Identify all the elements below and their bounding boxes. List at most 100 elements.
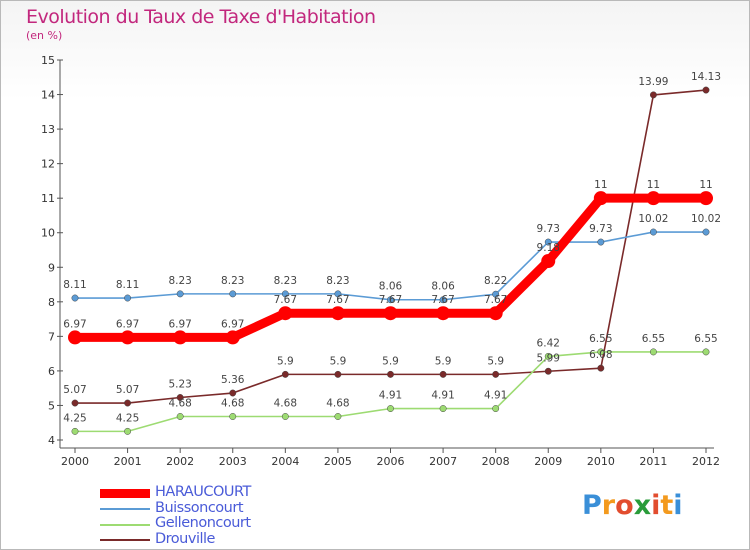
data-point — [334, 290, 342, 298]
data-label: 4.68 — [221, 398, 244, 410]
data-label: 4.68 — [274, 398, 297, 410]
data-label: 10.02 — [691, 213, 721, 225]
data-label: 5.9 — [382, 355, 399, 367]
chart-title: Evolution du Taux de Taxe d'Habitation — [26, 6, 376, 28]
data-label: 8.06 — [379, 281, 403, 293]
y-tick-label: 15 — [41, 54, 55, 67]
data-point — [702, 86, 710, 94]
data-label: 6.97 — [63, 318, 86, 330]
data-point — [71, 427, 79, 435]
data-label: 5.9 — [435, 355, 452, 367]
data-point — [334, 370, 342, 378]
data-point — [176, 394, 184, 401]
data-point — [281, 370, 289, 378]
data-label: 4.25 — [63, 412, 86, 424]
data-point — [544, 238, 552, 246]
data-label: 6.55 — [694, 333, 717, 345]
chart-subtitle: (en %) — [26, 29, 63, 42]
data-label: 4.91 — [484, 390, 507, 402]
data-point — [439, 296, 447, 304]
proxiti-logo: Proxiti — [582, 490, 683, 521]
x-tick-label: 2004 — [271, 455, 299, 468]
data-point — [176, 413, 184, 420]
legend-swatch — [100, 508, 150, 511]
data-label: 9.73 — [537, 223, 560, 235]
data-point — [281, 290, 289, 298]
data-point — [436, 306, 451, 321]
data-point — [173, 330, 188, 345]
data-point — [71, 294, 79, 302]
data-label: 5.9 — [330, 355, 347, 367]
data-point — [597, 238, 605, 246]
data-point — [71, 399, 79, 407]
data-point — [229, 413, 237, 420]
data-point — [278, 306, 293, 321]
data-point — [383, 306, 398, 321]
data-point — [68, 330, 82, 345]
x-tick-label: 2001 — [114, 455, 142, 468]
data-point — [229, 389, 237, 397]
data-label: 4.68 — [326, 398, 349, 410]
data-point — [120, 330, 135, 345]
data-label: 9.18 — [537, 242, 560, 254]
data-label: 6.97 — [116, 318, 139, 330]
data-point — [646, 191, 661, 206]
data-label: 8.06 — [431, 281, 455, 293]
data-label: 6.08 — [589, 349, 612, 361]
data-label: 5.23 — [168, 379, 191, 391]
data-label: 5.07 — [63, 384, 86, 396]
data-label: 8.23 — [168, 275, 191, 287]
data-label: 5.99 — [537, 352, 560, 364]
data-point — [544, 367, 552, 375]
y-tick-label: 8 — [48, 296, 55, 309]
data-point — [439, 370, 447, 378]
data-label: 6.97 — [168, 318, 191, 330]
logo-letter: o — [615, 490, 634, 521]
data-label: 8.11 — [116, 279, 139, 291]
data-label: 7.67 — [326, 294, 349, 306]
data-point — [124, 427, 132, 435]
data-point — [439, 405, 447, 413]
data-label: 8.23 — [326, 275, 349, 287]
data-point — [544, 352, 552, 360]
data-point — [492, 405, 500, 413]
data-point — [649, 91, 657, 99]
y-tick-label: 14 — [41, 89, 55, 102]
data-label: 6.55 — [589, 333, 612, 345]
y-tick-label: 5 — [48, 399, 55, 412]
y-tick-label: 11 — [41, 192, 55, 205]
data-point — [699, 191, 713, 206]
data-point — [225, 330, 240, 345]
data-point — [281, 413, 289, 420]
data-point — [649, 348, 657, 356]
y-tick-label: 4 — [48, 434, 55, 447]
data-label: 6.55 — [642, 333, 665, 345]
x-tick-label: 2009 — [534, 455, 562, 468]
x-tick-label: 2011 — [639, 455, 667, 468]
legend-label: HARAUCOURT — [155, 484, 251, 500]
data-point — [649, 228, 657, 236]
logo-letter: t — [660, 490, 674, 521]
logo-letter: r — [601, 490, 616, 521]
logo-letter: P — [582, 490, 602, 521]
x-tick-label: 2008 — [482, 455, 510, 468]
legend-label: Buissoncourt — [155, 499, 244, 516]
data-point — [387, 296, 394, 304]
data-point — [541, 254, 556, 269]
data-label: 4.91 — [431, 390, 454, 402]
data-point — [176, 290, 184, 298]
data-label: 9.73 — [589, 223, 612, 235]
data-label: 8.11 — [63, 279, 86, 291]
data-label: 8.23 — [274, 275, 297, 287]
data-label: 4.68 — [168, 398, 191, 410]
y-tick-label: 13 — [41, 123, 55, 136]
data-point — [492, 370, 500, 378]
data-label: 7.67 — [379, 294, 402, 306]
data-label: 6.42 — [537, 337, 560, 349]
y-tick-label: 7 — [48, 330, 55, 343]
data-label: 13.99 — [638, 76, 668, 88]
data-label: 4.25 — [116, 412, 139, 424]
data-point — [488, 306, 503, 321]
data-label: 11 — [647, 179, 660, 191]
legend-swatch — [100, 539, 150, 542]
